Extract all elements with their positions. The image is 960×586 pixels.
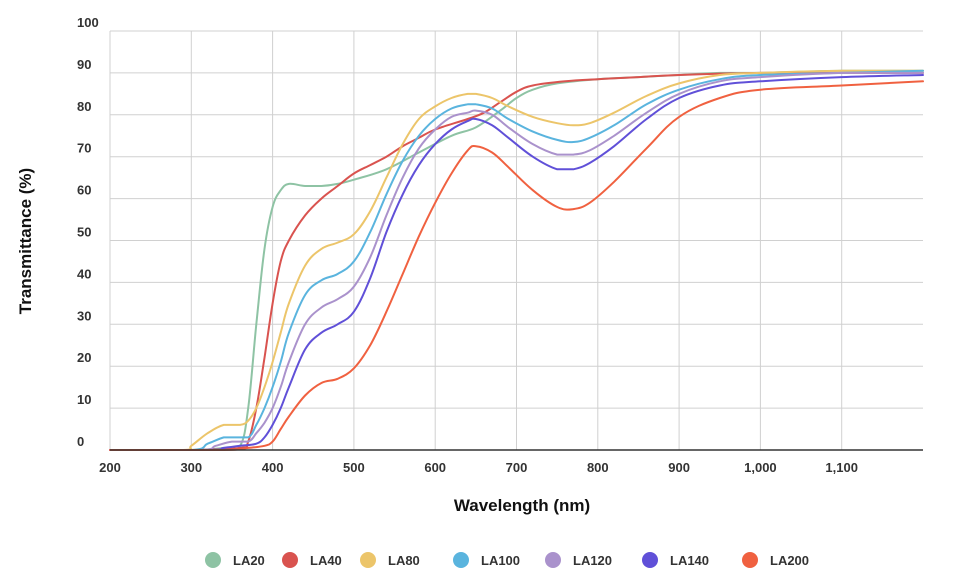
- legend-swatch-la140: [642, 552, 658, 568]
- y-tick-label: 70: [77, 141, 91, 156]
- y-tick-label: 90: [77, 57, 91, 72]
- y-axis-title: Transmittance (%): [16, 168, 35, 314]
- x-axis-title: Wavelength (nm): [454, 496, 590, 515]
- y-tick-label: 0: [77, 434, 84, 449]
- series-line-la40: [109, 71, 924, 452]
- series-line-la200: [109, 80, 924, 452]
- x-tick-label: 300: [180, 460, 202, 475]
- y-tick-label: 60: [77, 183, 91, 198]
- series-line-la80: [109, 69, 924, 452]
- legend-label-la40: LA40: [310, 553, 342, 568]
- legend-label-la100: LA100: [481, 553, 520, 568]
- x-tick-label: 800: [587, 460, 609, 475]
- legend-swatch-la120: [545, 552, 561, 568]
- legend-swatch-la100: [453, 552, 469, 568]
- x-tick-label: 700: [506, 460, 528, 475]
- x-tick-label: 1,000: [744, 460, 777, 475]
- legend: LA20 LA40 LA80 LA100 LA120 LA140 LA200: [205, 552, 809, 568]
- grid-lines: [109, 30, 923, 450]
- legend-swatch-la20: [205, 552, 221, 568]
- x-tick-label: 600: [424, 460, 446, 475]
- series-line-la120: [109, 71, 924, 452]
- x-tick-label: 500: [343, 460, 365, 475]
- y-tick-label: 50: [77, 225, 91, 240]
- x-tick-label: 400: [262, 460, 284, 475]
- series-line-la140: [109, 74, 924, 452]
- y-tick-label: 20: [77, 350, 91, 365]
- y-tick-label: 80: [77, 99, 91, 114]
- x-tick-label: 900: [668, 460, 690, 475]
- series-line-la100: [109, 69, 924, 452]
- legend-label-la120: LA120: [573, 553, 612, 568]
- legend-swatch-la40: [282, 552, 298, 568]
- series-lines: [109, 69, 924, 452]
- legend-swatch-la200: [742, 552, 758, 568]
- legend-label-la140: LA140: [670, 553, 709, 568]
- y-tick-label: 30: [77, 308, 91, 323]
- x-tick-label: 1,100: [825, 460, 858, 475]
- y-tick-label: 10: [77, 392, 91, 407]
- legend-label-la20: LA20: [233, 553, 265, 568]
- legend-label-la80: LA80: [388, 553, 420, 568]
- x-tick-label: 200: [99, 460, 121, 475]
- y-tick-label: 100: [77, 15, 99, 30]
- axes: 0 10 20 30 40 50 60 70 80 90 100 200 300 400 500 600 700…: [77, 15, 923, 475]
- y-tick-label: 40: [77, 266, 91, 281]
- legend-label-la200: LA200: [770, 553, 809, 568]
- legend-swatch-la80: [360, 552, 376, 568]
